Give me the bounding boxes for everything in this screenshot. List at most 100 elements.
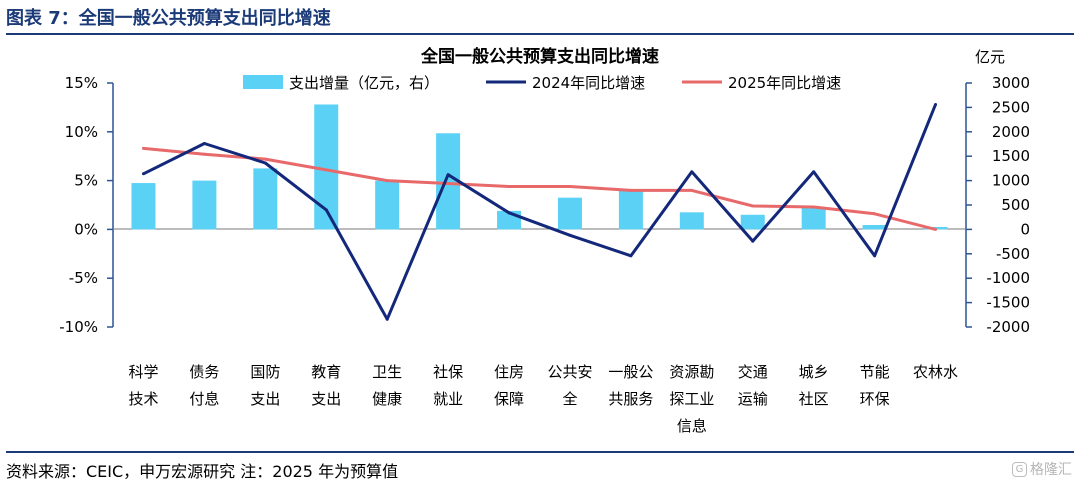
legend: 支出增量（亿元，右） 2024年同比增速 2025年同比增速 [243,74,841,92]
left-axis: 15% 10% 5% 0% -5% -10% [59,74,113,336]
category-label: 社保 [433,363,463,381]
bar-increment [679,212,704,230]
line-2025-point [629,188,633,192]
right-tick-label: 2500 [992,98,1030,116]
line-2024-point [690,170,694,174]
category-label: 城乡 [799,363,829,381]
bar-increment [801,206,826,230]
category-label: 住房 [494,363,524,381]
category-label: 债务 [189,363,219,381]
category-label: 保障 [494,390,524,408]
watermark: G 格隆汇 [1012,459,1072,479]
line-2024-point [507,211,511,215]
line-2024-point [812,170,816,174]
category-label: 交通 [738,363,768,381]
line-2024 [142,103,937,321]
category-label: 一般公 [608,363,653,381]
category-label: 公共安 [547,363,592,381]
line-2025-point [202,152,206,156]
category-label: 技术 [128,390,158,408]
right-tick-label: 500 [1001,196,1030,214]
right-tick-label: 1000 [992,172,1030,190]
right-tick-label: 3000 [992,74,1030,92]
line-2025-point [751,204,755,208]
figure-title: 图表 7：全国一般公共预算支出同比增速 [6,8,331,29]
category-label: 付息 [189,390,219,408]
line-2025-point [690,188,694,192]
category-label: 社区 [799,390,829,408]
bar-series [131,104,948,230]
category-label: 全 [562,390,577,408]
bar-increment [192,180,217,230]
legend-2024-label: 2024年同比增速 [532,74,645,92]
category-label: 就业 [433,390,463,408]
left-tick-label: 10% [65,123,98,141]
category-label: 科学 [128,363,158,381]
line-2025-point [568,184,572,188]
line-series [141,102,938,321]
footer-rule [6,451,1074,453]
legend-2025-label: 2025年同比增速 [728,74,841,92]
line-2025-point [507,184,511,188]
right-tick-label: -2000 [986,318,1030,336]
line-2024-point [202,142,206,146]
category-label: 农林水 [913,363,958,381]
bar-increment [618,190,643,230]
line-2024-point [568,233,572,237]
watermark-text: 格隆汇 [1030,462,1072,478]
left-tick-label: 5% [74,172,98,190]
bar-increment [131,183,156,230]
line-2024-point [324,208,328,212]
bar-increment [375,180,400,230]
right-tick-label: -1500 [986,294,1030,312]
category-label: 国防 [250,363,280,381]
legend-bar-swatch [243,75,283,89]
left-tick-label: -5% [69,269,98,287]
bar-increment [740,214,765,230]
right-axis-unit: 亿元 [975,48,1005,66]
bar-increment [253,168,278,230]
category-label: 运输 [738,390,768,408]
source-note: 资料来源：CEIC，申万宏源研究 注：2025 年为预算值 [6,462,399,481]
category-label: 支出 [250,390,280,408]
left-tick-label: 15% [65,74,98,92]
right-tick-label: 1500 [992,147,1030,165]
line-2024-point [141,172,145,176]
category-label: 信息 [677,417,707,435]
left-tick-label: 0% [74,220,98,238]
chart-title: 全国一般公共预算支出同比增速 [420,46,659,67]
line-2024-point [446,173,450,177]
line-2025 [143,146,936,231]
line-2025-point [141,146,145,150]
line-2025-point [812,205,816,209]
line-2024-point [873,254,877,258]
category-label: 节能 [860,363,890,381]
category-label: 探工业 [669,390,714,408]
right-tick-label: -500 [996,245,1030,263]
line-2024-point [629,254,633,258]
watermark-logo-icon: G [1012,461,1027,477]
line-2025-point [934,227,938,231]
category-label: 教育 [311,363,341,381]
line-2024-point [263,161,267,165]
right-tick-label: -1000 [986,269,1030,287]
line-2024-point [934,102,938,106]
category-label: 支出 [311,390,341,408]
right-tick-label: 2000 [992,123,1030,141]
bar-increment [862,225,887,230]
bar-increment [557,197,582,230]
line-2024-point [751,239,755,243]
category-label: 环保 [860,390,890,408]
line-2025-point [873,212,877,216]
category-label: 健康 [372,390,402,408]
category-label: 共服务 [608,390,653,408]
category-label: 卫生 [372,363,402,381]
title-rule [6,33,1074,35]
right-tick-label: 0 [1020,220,1030,238]
line-2024-point [385,317,389,321]
chart: 全国一般公共预算支出同比增速 亿元 支出增量（亿元，右） 2024年同比增速 2… [59,46,1030,435]
line-2025-point [446,182,450,186]
right-axis: 3000 2500 2000 1500 1000 500 0 -500 -1000 -1500 -2… [966,74,1030,336]
line-2025-point [263,157,267,161]
